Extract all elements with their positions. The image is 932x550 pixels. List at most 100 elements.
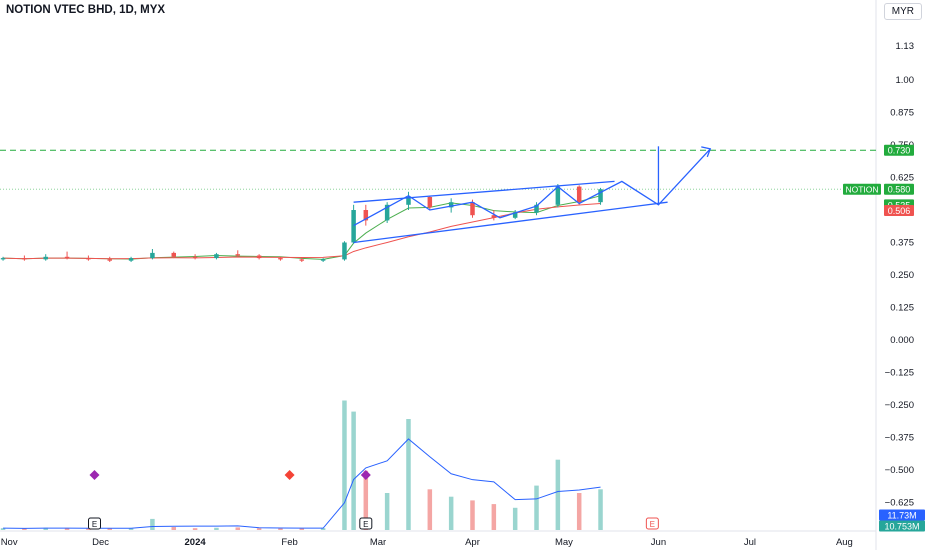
price-label-box [884, 144, 914, 156]
volume-bar [0, 528, 6, 530]
candle-body[interactable] [534, 204, 539, 213]
y-tick-label: 0.000 [890, 335, 914, 346]
volume-bar [384, 493, 390, 530]
candle-body[interactable] [192, 256, 198, 259]
channel-lower-line[interactable] [353, 201, 668, 244]
candle-body[interactable] [363, 210, 369, 221]
candle-body[interactable] [86, 258, 91, 260]
candle-body[interactable] [171, 252, 177, 257]
candle-body[interactable] [43, 256, 48, 260]
y-tick-label: 0.375 [890, 238, 914, 249]
volume-bar [192, 528, 198, 530]
candle-body[interactable] [512, 212, 518, 218]
volume-bar [406, 419, 411, 530]
candle-body[interactable] [351, 210, 356, 243]
candle-body[interactable] [256, 255, 262, 259]
volume-bar [491, 504, 497, 530]
projection-path[interactable] [353, 148, 711, 227]
candle-body[interactable] [342, 242, 347, 260]
volume-bar [86, 528, 91, 530]
split-marker[interactable] [284, 470, 295, 480]
x-tick-label: 2024 [185, 537, 207, 548]
volume-bar [299, 528, 305, 530]
volume-bar [150, 518, 155, 530]
candle-body[interactable] [150, 252, 155, 259]
volume-bar [278, 528, 283, 530]
channel-upper-line[interactable] [353, 180, 615, 203]
earnings-marker-label: E [650, 520, 655, 529]
y-tick-label: 0.875 [890, 108, 914, 119]
x-tick-label: Nov [1, 537, 18, 548]
volume-label-value: 11.73M [887, 511, 916, 521]
volume-bar [256, 528, 262, 530]
currency-button[interactable]: MYR [883, 3, 922, 20]
earnings-marker[interactable] [359, 517, 373, 530]
volume-bar [64, 528, 70, 530]
x-tick-label: Aug [836, 537, 853, 548]
price-label-value: 0.730 [888, 146, 911, 156]
volume-bar [171, 527, 177, 530]
x-tick-label: May [555, 537, 573, 548]
dividend-marker[interactable] [89, 470, 100, 480]
ma-fast-line [3, 195, 601, 260]
volume-bar [214, 527, 219, 530]
candle-body[interactable] [107, 259, 112, 261]
earnings-marker[interactable] [88, 517, 101, 530]
x-tick-label: Jul [744, 537, 756, 548]
candle-body[interactable] [22, 258, 27, 260]
volume-bar [576, 493, 582, 530]
price-label-value: 0.580 [888, 185, 911, 195]
candle-body[interactable] [427, 197, 433, 208]
volume-ma-line [3, 438, 601, 529]
price-label-box [884, 204, 914, 216]
candle-body[interactable] [214, 254, 219, 259]
symbol-label-text: NOTION [845, 185, 878, 195]
volume-bar [512, 507, 518, 530]
volume-bar [470, 500, 475, 530]
candle-body[interactable] [320, 259, 326, 261]
candle-body[interactable] [598, 189, 603, 203]
candle-body[interactable] [384, 204, 390, 221]
y-tick-label: −0.250 [885, 400, 914, 411]
y-tick-label: 0.250 [890, 270, 914, 281]
candle-body[interactable] [448, 202, 454, 208]
volume-bar [128, 528, 134, 530]
volume-label-box [879, 509, 925, 521]
candle-body[interactable] [235, 254, 241, 256]
volume-bar [22, 528, 27, 530]
volume-bar [235, 527, 241, 530]
y-tick-label: 0.125 [890, 303, 914, 314]
volume-bar [427, 489, 433, 530]
price-label-box [884, 183, 914, 195]
volume-bar [363, 470, 369, 530]
candle-body[interactable] [64, 256, 70, 259]
candle-body[interactable] [576, 186, 582, 203]
earnings-marker-upcoming[interactable] [645, 517, 659, 530]
candle-body[interactable] [470, 202, 475, 216]
volume-bar [534, 485, 539, 530]
candle-body[interactable] [491, 215, 497, 218]
y-tick-label: 0.625 [890, 173, 914, 184]
x-tick-label: Dec [92, 537, 109, 548]
candle-body[interactable] [555, 186, 561, 205]
dividend-marker[interactable] [360, 470, 371, 480]
candle-body[interactable] [406, 197, 411, 205]
y-tick-label: 1.13 [896, 41, 915, 52]
volume-bar [342, 400, 347, 530]
volume-bar [320, 528, 326, 530]
candle-body[interactable] [299, 259, 305, 261]
x-tick-label: Mar [370, 537, 386, 548]
y-tick-label: 1.00 [896, 75, 915, 86]
candle-body[interactable] [278, 258, 283, 260]
volume-bar [351, 411, 356, 530]
y-tick-label: −0.125 [885, 368, 914, 379]
x-tick-label: Apr [465, 537, 480, 548]
volume-bar [555, 459, 561, 530]
price-label-value: 0.506 [888, 206, 911, 216]
volume-label-value: 10.753M [884, 522, 919, 532]
y-tick-label: −0.375 [885, 433, 914, 444]
candle-body[interactable] [128, 258, 134, 261]
y-tick-label: −0.500 [885, 465, 914, 476]
candle-body[interactable] [0, 258, 6, 260]
